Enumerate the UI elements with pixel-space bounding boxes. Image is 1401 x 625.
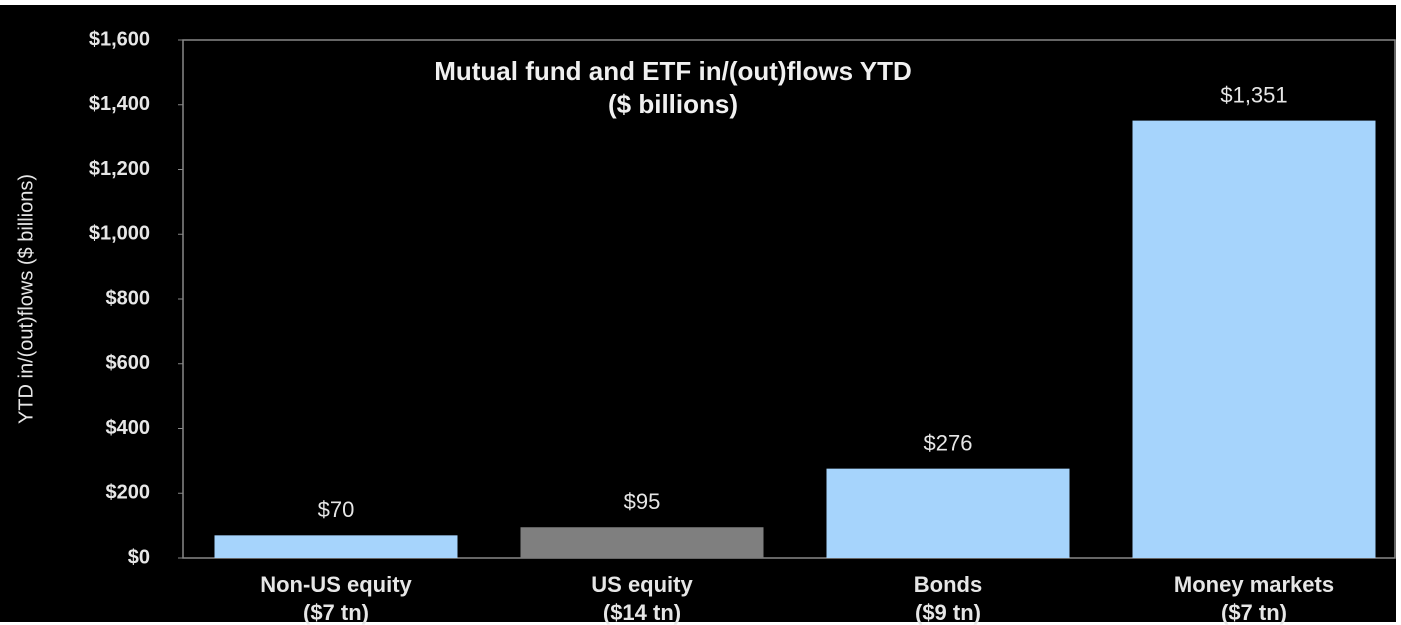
chart-subtitle: ($ billions) [608,89,738,119]
y-tick-label: $800 [106,287,151,309]
value-label: $1,351 [1220,82,1287,107]
y-tick-label: $400 [106,417,151,439]
x-tick-label: US equity [591,572,693,597]
y-tick-label: $1,400 [89,93,150,115]
x-tick-label: Non-US equity [260,572,412,597]
x-tick-label: Money markets [1174,572,1334,597]
x-tick-label: ($7 tn) [303,600,369,625]
y-axis-label: YTD in/(out)flows ($ billions) [15,174,37,424]
value-label: $95 [624,489,661,514]
x-tick-label: ($9 tn) [915,600,981,625]
y-tick-label: $1,000 [89,223,150,245]
chart-title: Mutual fund and ETF in/(out)flows YTD [434,56,912,86]
x-tick-label: Bonds [914,572,982,597]
y-tick-label: $600 [106,352,151,374]
y-tick-label: $200 [106,482,151,504]
y-tick-label: $0 [128,546,150,568]
bar [826,468,1070,558]
value-label: $70 [318,497,355,522]
bar [214,535,458,558]
y-tick-label: $1,200 [89,158,150,180]
x-tick-label: ($7 tn) [1221,600,1287,625]
y-tick-label: $1,600 [89,28,150,50]
bar [520,527,764,558]
value-label: $276 [924,430,973,455]
x-tick-label: ($14 tn) [603,600,681,625]
bar [1132,120,1376,559]
